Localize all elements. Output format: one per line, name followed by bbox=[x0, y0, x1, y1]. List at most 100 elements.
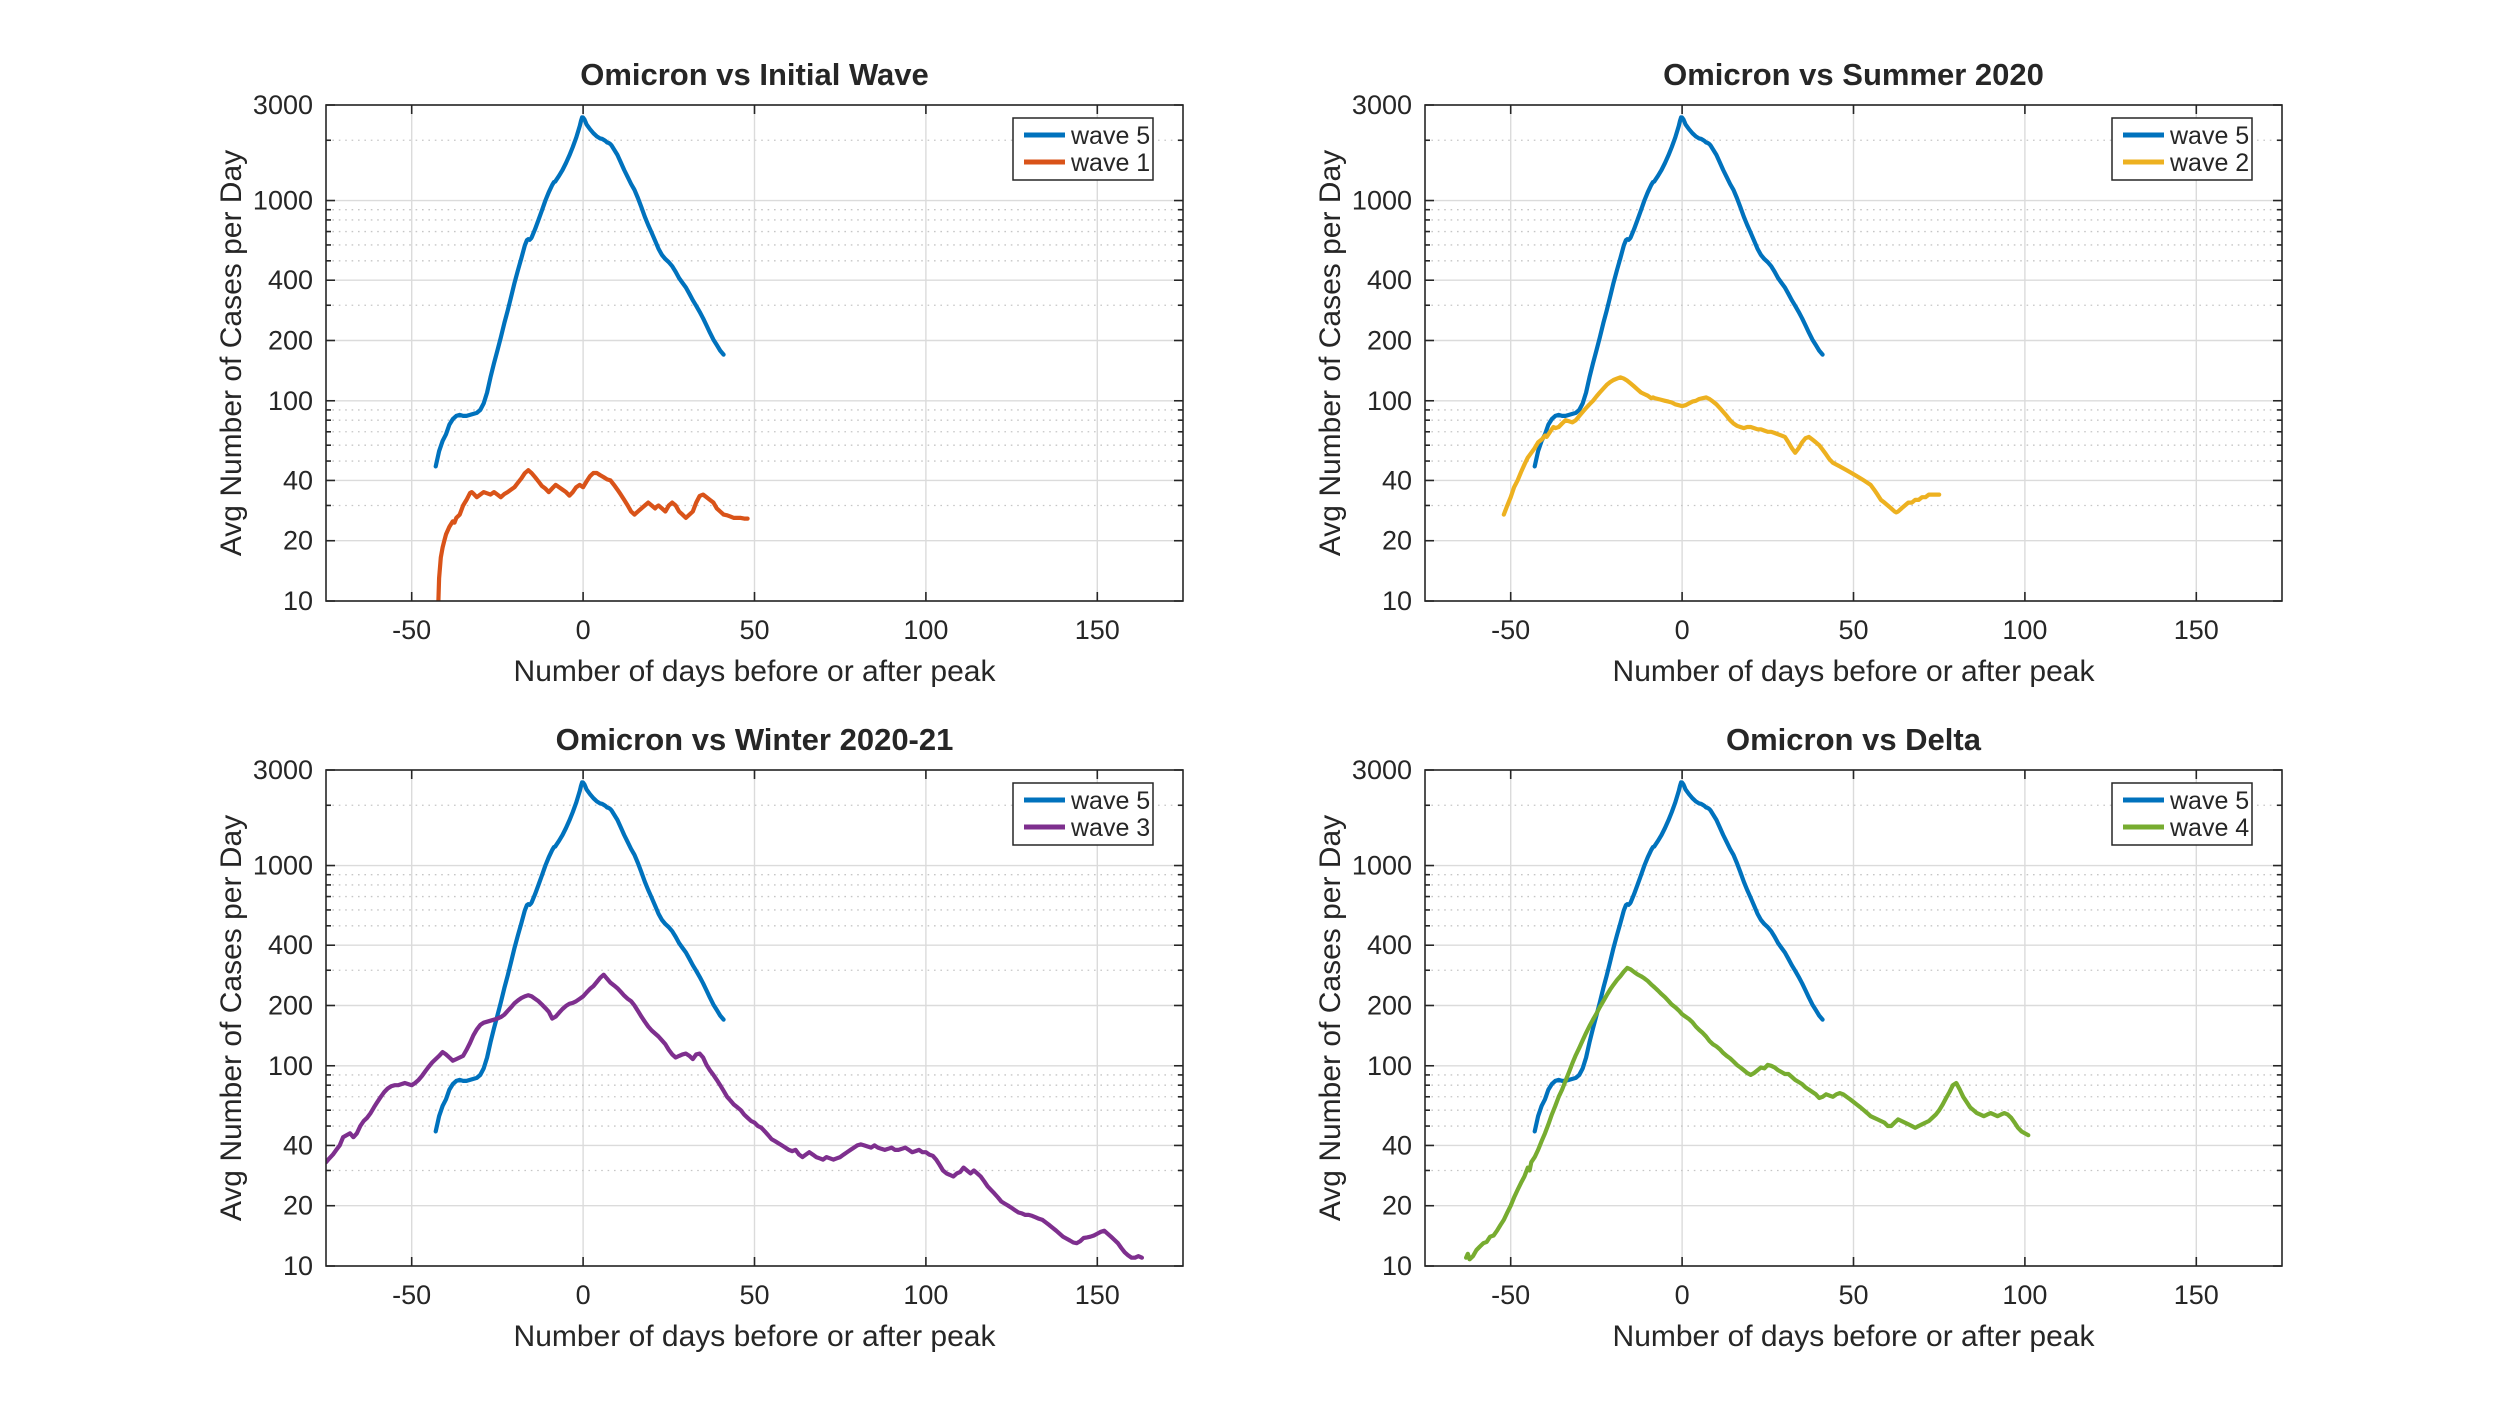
subplot-2: Omicron vs Winter 2020-21 -50 0 50 100 150 10 2… bbox=[215, 722, 1184, 1353]
x-tick-label: -50 bbox=[1491, 1280, 1530, 1310]
y-tick-label: 10 bbox=[283, 1251, 313, 1281]
x-tick-label: 150 bbox=[2174, 1280, 2219, 1310]
plot-area bbox=[1463, 780, 2031, 1262]
x-tick-label: 150 bbox=[1075, 615, 1120, 645]
subplot-title: Omicron vs Delta bbox=[1726, 722, 1982, 757]
x-tick-label: 50 bbox=[739, 615, 769, 645]
series-line-wave-1 bbox=[436, 468, 750, 601]
y-tick-label: 100 bbox=[1367, 386, 1412, 416]
y-tick-label: 1000 bbox=[1352, 851, 1412, 881]
x-tick-label: 100 bbox=[903, 1280, 948, 1310]
x-tick-label: 100 bbox=[903, 615, 948, 645]
legend-label: wave 4 bbox=[2169, 814, 2249, 842]
subplot-3: Omicron vs Delta -50 0 50 100 150 10 20 40 100 200… bbox=[1314, 722, 2283, 1353]
y-tick-label: 100 bbox=[268, 386, 313, 416]
y-tick-label: 3000 bbox=[253, 755, 313, 785]
y-tick-label: 20 bbox=[283, 526, 313, 556]
x-axis-label: Number of days before or after peak bbox=[1613, 1320, 2096, 1353]
y-axis-label: Avg Number of Cases per Day bbox=[1314, 150, 1347, 556]
x-tick-label: -50 bbox=[392, 1280, 431, 1310]
y-tick-label: 20 bbox=[283, 1191, 313, 1221]
tick-marks bbox=[326, 104, 1183, 602]
y-tick-label: 400 bbox=[268, 265, 313, 295]
y-axis-label: Avg Number of Cases per Day bbox=[215, 815, 248, 1221]
y-tick-label: 200 bbox=[268, 990, 313, 1020]
x-tick-label: 0 bbox=[1675, 615, 1690, 645]
legend-box bbox=[1012, 117, 1154, 181]
plot-area bbox=[433, 115, 750, 601]
y-tick-label: 40 bbox=[283, 1130, 313, 1160]
y-tick-label: 3000 bbox=[1352, 90, 1412, 120]
tick-marks bbox=[1425, 104, 2282, 602]
legend-label: wave 2 bbox=[2169, 149, 2249, 177]
y-tick-label: 3000 bbox=[253, 90, 313, 120]
x-tick-label: 150 bbox=[1075, 1280, 1120, 1310]
legend-label: wave 3 bbox=[1070, 814, 1150, 842]
y-tick-label: 3000 bbox=[1352, 755, 1412, 785]
y-tick-label: 20 bbox=[1382, 526, 1412, 556]
plot-area bbox=[1501, 115, 1942, 517]
legend-label: wave 1 bbox=[1070, 149, 1150, 177]
subplot-title: Omicron vs Initial Wave bbox=[580, 57, 929, 92]
y-tick-label: 10 bbox=[1382, 586, 1412, 616]
x-tick-label: 50 bbox=[739, 1280, 769, 1310]
x-tick-label: -50 bbox=[392, 615, 431, 645]
y-axis-label: Avg Number of Cases per Day bbox=[1314, 815, 1347, 1221]
series-line-wave-3 bbox=[326, 972, 1145, 1260]
x-tick-label: 100 bbox=[2002, 615, 2047, 645]
series-line-wave-5 bbox=[1532, 780, 1825, 1134]
y-tick-label: 20 bbox=[1382, 1191, 1412, 1221]
legend-box bbox=[2111, 117, 2253, 181]
x-axis-label: Number of days before or after peak bbox=[514, 1320, 997, 1353]
y-tick-label: 40 bbox=[1382, 465, 1412, 495]
x-tick-label: 0 bbox=[576, 1280, 591, 1310]
series-line-wave-5 bbox=[433, 780, 726, 1134]
y-tick-label: 200 bbox=[1367, 990, 1412, 1020]
y-tick-label: 1000 bbox=[253, 851, 313, 881]
legend-label: wave 5 bbox=[2169, 122, 2249, 150]
series-line-wave-5 bbox=[1532, 115, 1825, 469]
subplot-0: Omicron vs Initial Wave -50 0 50 100 150 10 20 4… bbox=[215, 57, 1184, 688]
x-tick-label: 150 bbox=[2174, 615, 2219, 645]
series-line-wave-2 bbox=[1501, 375, 1942, 517]
x-tick-label: 50 bbox=[1838, 615, 1868, 645]
tick-marks bbox=[1425, 769, 2282, 1267]
subplot-title: Omicron vs Summer 2020 bbox=[1663, 57, 2044, 92]
x-tick-label: 0 bbox=[1675, 1280, 1690, 1310]
x-axis-label: Number of days before or after peak bbox=[1613, 655, 2096, 688]
y-tick-label: 400 bbox=[268, 930, 313, 960]
y-tick-label: 200 bbox=[1367, 325, 1412, 355]
y-tick-label: 400 bbox=[1367, 265, 1412, 295]
tick-marks bbox=[326, 769, 1183, 1267]
plot-area bbox=[326, 780, 1145, 1260]
y-tick-label: 1000 bbox=[1352, 186, 1412, 216]
subplot-1: Omicron vs Summer 2020 -50 0 50 100 150 10 20 40… bbox=[1314, 57, 2283, 688]
x-tick-label: 0 bbox=[576, 615, 591, 645]
legend-label: wave 5 bbox=[1070, 787, 1150, 815]
x-axis-label: Number of days before or after peak bbox=[514, 655, 997, 688]
x-tick-label: 100 bbox=[2002, 1280, 2047, 1310]
legend-box bbox=[1012, 782, 1154, 846]
y-tick-label: 200 bbox=[268, 325, 313, 355]
y-tick-label: 40 bbox=[1382, 1130, 1412, 1160]
series-line-wave-4 bbox=[1463, 965, 2031, 1262]
y-axis-label: Avg Number of Cases per Day bbox=[215, 150, 248, 556]
legend-box bbox=[2111, 782, 2253, 846]
y-tick-label: 100 bbox=[268, 1051, 313, 1081]
y-tick-label: 40 bbox=[283, 465, 313, 495]
series-line-wave-5 bbox=[433, 115, 726, 469]
x-tick-label: -50 bbox=[1491, 615, 1530, 645]
y-tick-label: 1000 bbox=[253, 186, 313, 216]
y-tick-label: 400 bbox=[1367, 930, 1412, 960]
x-tick-label: 50 bbox=[1838, 1280, 1868, 1310]
y-tick-label: 10 bbox=[283, 586, 313, 616]
subplot-title: Omicron vs Winter 2020-21 bbox=[556, 722, 954, 757]
y-tick-label: 10 bbox=[1382, 1251, 1412, 1281]
legend-label: wave 5 bbox=[1070, 122, 1150, 150]
